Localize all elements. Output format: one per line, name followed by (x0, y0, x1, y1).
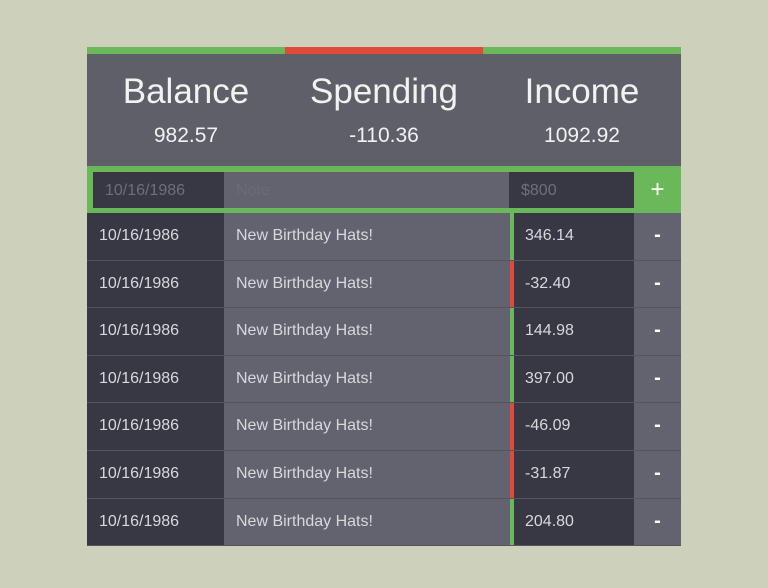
status-indicator (510, 213, 514, 260)
status-indicator (510, 260, 514, 308)
transaction-list: 10/16/1986 New Birthday Hats! 346.14-10/16… (87, 213, 681, 547)
transaction-note[interactable]: New Birthday Hats! (224, 498, 510, 546)
transaction-date[interactable]: 10/16/1986 (87, 260, 224, 308)
stat-value: 1092.92 (544, 124, 620, 147)
table-row: 10/16/1986 New Birthday Hats! 204.80- (87, 498, 681, 547)
transaction-note[interactable]: New Birthday Hats! (224, 403, 510, 450)
remove-button[interactable]: - (634, 450, 681, 498)
table-row: 10/16/1986 New Birthday Hats! 397.00- (87, 355, 681, 404)
transaction-date[interactable]: 10/16/1986 (87, 308, 224, 355)
transaction-note[interactable]: New Birthday Hats! (224, 355, 510, 403)
add-button[interactable]: + (650, 176, 665, 203)
stat-label: Spending (310, 72, 458, 111)
status-indicator (510, 308, 514, 355)
status-indicator (510, 403, 514, 450)
note-input[interactable]: Note (224, 172, 509, 208)
transaction-amount[interactable]: 397.00 (514, 355, 634, 403)
table-row: 10/16/1986 New Birthday Hats! -31.87- (87, 450, 681, 499)
stat-spending: Spending -110.36 (285, 54, 483, 166)
transaction-date[interactable]: 10/16/1986 (87, 403, 224, 450)
stat-value: -110.36 (349, 124, 419, 147)
transaction-amount[interactable]: -32.40 (514, 260, 634, 308)
transaction-amount[interactable]: 204.80 (514, 498, 634, 546)
transaction-date[interactable]: 10/16/1986 (87, 355, 224, 403)
transaction-date[interactable]: 10/16/1986 (87, 213, 224, 260)
transaction-note[interactable]: New Birthday Hats! (224, 213, 510, 260)
transaction-note[interactable]: New Birthday Hats! (224, 308, 510, 355)
stat-balance: Balance 982.57 (87, 54, 285, 166)
transaction-amount[interactable]: -46.09 (514, 403, 634, 450)
status-indicator (510, 355, 514, 403)
status-indicator (510, 498, 514, 546)
status-segment-spending (285, 47, 483, 54)
stat-label: Balance (122, 72, 250, 111)
transaction-note[interactable]: New Birthday Hats! (224, 450, 510, 498)
new-transaction-form: 10/16/1986 Note $800 + (87, 166, 681, 213)
remove-button[interactable]: - (634, 498, 681, 546)
remove-button[interactable]: - (634, 213, 681, 260)
transaction-note[interactable]: New Birthday Hats! (224, 260, 510, 308)
transaction-date[interactable]: 10/16/1986 (87, 450, 224, 498)
budget-app: Balance 982.57 Spending -110.36 Income 1092.9… (87, 47, 681, 547)
summary-header: Balance 982.57 Spending -110.36 Income 1092.9… (87, 54, 681, 166)
remove-button[interactable]: - (634, 403, 681, 450)
transaction-amount[interactable]: 346.14 (514, 213, 634, 260)
table-row: 10/16/1986 New Birthday Hats! -46.09- (87, 403, 681, 451)
transaction-date[interactable]: 10/16/1986 (87, 498, 224, 546)
date-input[interactable]: 10/16/1986 (93, 172, 224, 208)
amount-input[interactable]: $800 (509, 172, 634, 208)
table-row: 10/16/1986 New Birthday Hats! 144.98- (87, 308, 681, 356)
table-row: 10/16/1986 New Birthday Hats! -32.40- (87, 260, 681, 309)
status-segment-balance (87, 47, 285, 54)
status-bar (87, 47, 681, 54)
remove-button[interactable]: - (634, 355, 681, 403)
status-segment-income (483, 47, 681, 54)
status-indicator (510, 450, 514, 498)
stat-income: Income 1092.92 (483, 54, 681, 166)
transaction-amount[interactable]: 144.98 (514, 308, 634, 355)
remove-button[interactable]: - (634, 308, 681, 355)
transaction-amount[interactable]: -31.87 (514, 450, 634, 498)
stat-value: 982.57 (153, 124, 219, 147)
remove-button[interactable]: - (634, 260, 681, 308)
stat-label: Income (524, 72, 640, 111)
table-row: 10/16/1986 New Birthday Hats! 346.14- (87, 213, 681, 261)
